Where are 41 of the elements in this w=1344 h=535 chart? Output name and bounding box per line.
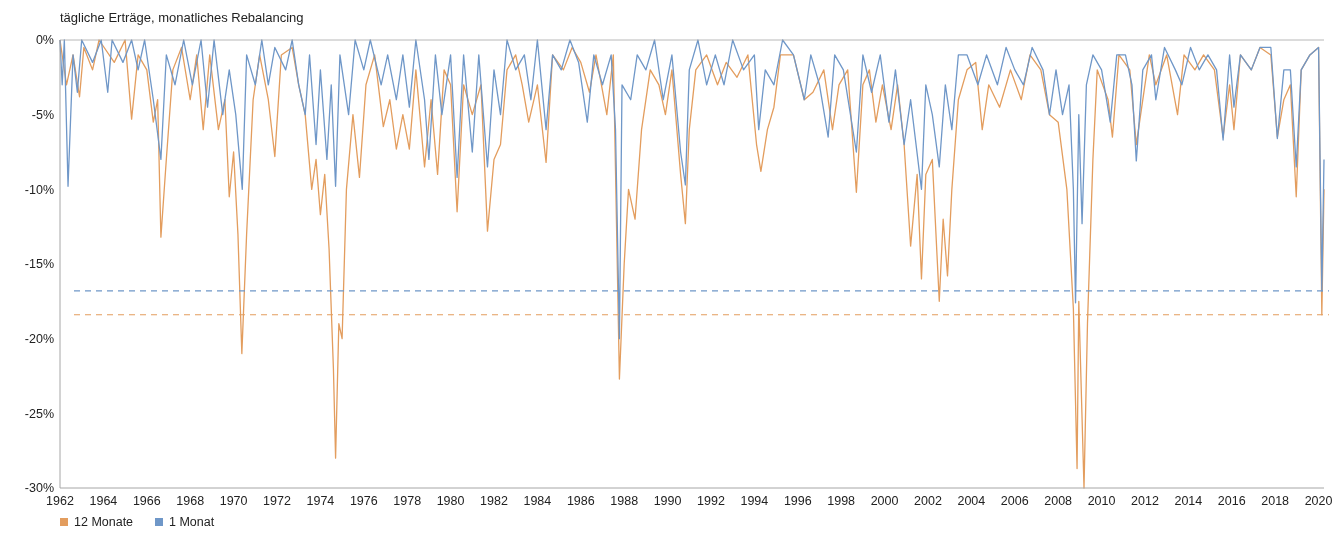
- x-tick-label: 1988: [610, 494, 639, 508]
- x-tick-label: 2000: [870, 494, 899, 508]
- x-tick-label: 1974: [306, 494, 335, 508]
- x-tick-label: 2010: [1087, 494, 1116, 508]
- x-tick-label: 1984: [523, 494, 552, 508]
- legend-label: 1 Monat: [169, 515, 215, 529]
- x-tick-label: 2018: [1261, 494, 1290, 508]
- legend-label: 12 Monate: [74, 515, 134, 529]
- x-tick-label: 1972: [263, 494, 291, 508]
- x-tick-label: 2004: [957, 494, 986, 508]
- x-tick-label: 1994: [740, 494, 769, 508]
- y-tick-label: -15%: [24, 257, 54, 272]
- x-tick-label: 2020: [1304, 494, 1333, 508]
- line-series: [59, 39, 1325, 489]
- y-tick-label: -10%: [24, 182, 54, 197]
- x-tick-label: 1968: [176, 494, 205, 508]
- x-tick-label: 2008: [1044, 494, 1073, 508]
- x-tick-label: 1976: [349, 494, 378, 508]
- x-tick-label: 1986: [566, 494, 595, 508]
- x-tick-label: 1992: [697, 494, 725, 508]
- x-tick-label: 1998: [827, 494, 856, 508]
- x-tick-label: 2006: [1000, 494, 1029, 508]
- x-tick-label: 1962: [46, 494, 74, 508]
- x-tick-label: 1990: [653, 494, 682, 508]
- y-tick-label: 0%: [35, 33, 54, 48]
- y-tick-label: -20%: [24, 332, 54, 347]
- y-tick-label: -25%: [24, 406, 54, 421]
- x-tick-label: 2012: [1131, 494, 1159, 508]
- chart-title: tägliche Erträge, monatliches Rebalancing: [60, 10, 304, 25]
- x-tick-label: 2016: [1217, 494, 1246, 508]
- x-tick-label: 1980: [436, 494, 465, 508]
- x-tick-label: 1978: [393, 494, 422, 508]
- x-tick-label: 1964: [89, 494, 118, 508]
- x-tick-label: 1996: [783, 494, 812, 508]
- y-tick-label: -30%: [24, 481, 54, 496]
- x-tick-label: 2002: [914, 494, 942, 508]
- x-tick-label: 1966: [132, 494, 161, 508]
- x-tick-label: 1970: [219, 494, 248, 508]
- x-tick-label: 1982: [480, 494, 508, 508]
- x-tick-label: 2014: [1174, 494, 1203, 508]
- y-tick-label: -5%: [31, 108, 54, 123]
